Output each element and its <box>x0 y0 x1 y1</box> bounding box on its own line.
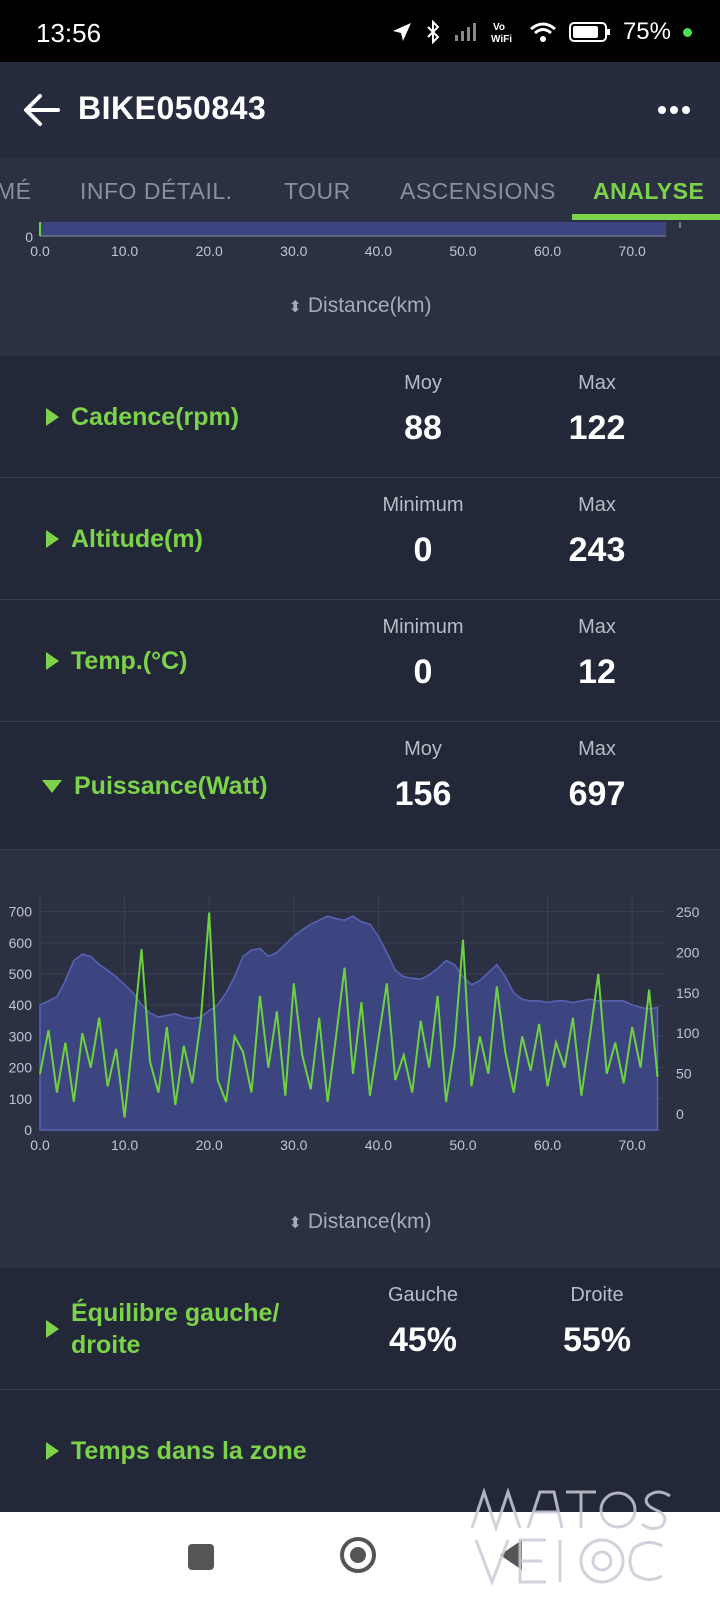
stat-altitude-min: Minimum 0 <box>382 494 464 569</box>
top-chart-x-tick-label: 60.0 <box>534 243 561 259</box>
status-time: 13:56 <box>36 18 102 48</box>
y-left-tick-label: 500 <box>9 966 33 982</box>
tab-info-detail[interactable]: INFO DÉTAIL. <box>80 178 233 204</box>
x-tick-label: 60.0 <box>534 1137 561 1153</box>
stats-row-title: Temps dans la zone <box>46 1390 307 1512</box>
stats-row-balance[interactable]: Équilibre gauche/ droite Gauche 45% Droit… <box>0 1268 720 1390</box>
bluetooth-icon <box>427 20 440 44</box>
stat-cadence-avg: Moy 88 <box>404 372 442 447</box>
tab-tour[interactable]: TOUR <box>284 178 351 204</box>
expand-arrow-icon <box>46 408 59 426</box>
back-arrow-icon[interactable] <box>18 86 66 134</box>
sort-icon: ⬍ <box>288 299 302 316</box>
location-icon <box>392 23 411 41</box>
y-right-tick-label: 100 <box>676 1025 700 1041</box>
top-chart-altitude-band <box>40 222 666 236</box>
battery-percent: 75% <box>622 18 671 45</box>
signal-icon <box>454 23 476 41</box>
more-options-icon[interactable] <box>650 86 698 134</box>
stat-power-max: Max 697 <box>568 738 626 813</box>
home-button[interactable] <box>340 1537 376 1573</box>
sort-icon: ⬍ <box>288 1215 302 1232</box>
altitude-chart-partial: 0 0.0 10.0 20.0 30.0 40.0 50.0 60.0 70.0 ⬍ Distan… <box>0 222 720 356</box>
status-icons: Vo WiFi 75% <box>391 18 692 46</box>
stats-row-title: Puissance(Watt) <box>42 722 268 850</box>
collapse-arrow-icon <box>42 779 62 793</box>
x-tick-label: 50.0 <box>449 1137 476 1153</box>
battery-icon <box>568 22 610 42</box>
stats-row-time-in-zone[interactable]: Temps dans la zone <box>0 1390 720 1512</box>
tab-analyse[interactable]: ANALYSE <box>593 178 705 204</box>
tab-ascensions[interactable]: ASCENSIONS <box>400 178 556 204</box>
top-chart-x-tick-label: 20.0 <box>196 243 223 259</box>
top-chart-x-axis-title[interactable]: ⬍ Distance(km) <box>288 294 432 317</box>
top-chart-y-tick-label: 0 <box>25 229 33 245</box>
stats-row-title: Cadence(rpm) <box>46 356 239 478</box>
y-right-tick-label: 50 <box>676 1066 692 1082</box>
stat-balance-left: Gauche 45% <box>387 1284 459 1359</box>
top-chart-x-tick-label: 10.0 <box>111 243 138 259</box>
tab-resume[interactable]: MÉ <box>0 178 32 204</box>
active-tab-indicator <box>572 214 720 220</box>
stat-cadence-max: Max 122 <box>568 372 626 447</box>
power-chart-svg: 0 100 200 300 400 500 600 700 0 50 100 150 200 250 0.0… <box>9 896 700 1153</box>
top-chart-x-tick-label: 70.0 <box>619 243 646 259</box>
stat-temperature-min: Minimum 0 <box>382 616 464 691</box>
x-tick-label: 20.0 <box>196 1137 223 1153</box>
y-left-tick-label: 0 <box>24 1122 32 1138</box>
app-bar: BIKE050843 <box>0 62 720 158</box>
svg-text:Vo: Vo <box>493 22 505 33</box>
stat-temperature-max: Max 12 <box>578 616 616 691</box>
stats-row-altitude[interactable]: Altitude(m) Minimum 0 Max 243 <box>0 478 720 600</box>
svg-text:WiFi: WiFi <box>491 34 512 44</box>
watermark-logo <box>470 1487 671 1587</box>
stat-altitude-max: Max 243 <box>568 494 626 569</box>
y-left-tick-label: 600 <box>9 935 33 951</box>
y-right-tick-label: 0 <box>676 1106 684 1122</box>
y-left-tick-label: 300 <box>9 1028 33 1044</box>
y-left-tick-label: 400 <box>9 997 33 1013</box>
y-left-tick-label: 100 <box>9 1091 33 1107</box>
expand-arrow-icon <box>46 1320 59 1338</box>
wifi-icon <box>529 22 556 42</box>
top-chart-x-tick-label: 40.0 <box>365 243 392 259</box>
stat-power-avg: Moy 156 <box>394 738 452 813</box>
y-right-tick-label: 200 <box>676 944 700 960</box>
top-chart-x-tick-label: 0.0 <box>30 243 50 259</box>
stats-row-title: Temp.(°C) <box>46 600 187 722</box>
top-chart-svg: 00.0 10.0 20.0 30.0 40.0 50.0 60.0 70.0 <box>25 222 681 259</box>
x-tick-label: 0.0 <box>30 1137 50 1153</box>
expand-arrow-icon <box>46 1442 59 1460</box>
stats-row-cadence[interactable]: Cadence(rpm) Moy 88 Max 122 <box>0 356 720 478</box>
stats-row-title: Altitude(m) <box>46 478 203 600</box>
x-tick-label: 40.0 <box>365 1137 392 1153</box>
x-tick-label: 70.0 <box>619 1137 646 1153</box>
x-tick-label: 10.0 <box>111 1137 138 1153</box>
y-left-tick-label: 200 <box>9 1060 33 1076</box>
y-right-tick-label: 150 <box>676 985 700 1001</box>
status-bar: 13:56 Vo WiFi 75% <box>0 0 720 62</box>
system-nav-bar <box>0 1512 720 1600</box>
stats-row-title: Équilibre gauche/ droite <box>46 1268 301 1390</box>
tab-bar: MÉ INFO DÉTAIL. TOUR ASCENSIONS ANALYSE <box>0 158 720 222</box>
stats-row-temperature[interactable]: Temp.(°C) Minimum 0 Max 12 <box>0 600 720 722</box>
y-left-tick-label: 700 <box>9 904 33 920</box>
stat-balance-right: Droite 55% <box>562 1284 632 1359</box>
expand-arrow-icon <box>46 652 59 670</box>
charging-dot <box>683 27 692 37</box>
power-line <box>39 912 659 1118</box>
page-title: BIKE050843 <box>78 90 267 126</box>
stats-row-power[interactable]: Puissance(Watt) Moy 156 Max 697 <box>0 722 720 850</box>
recent-apps-button[interactable] <box>188 1544 214 1570</box>
power-chart-x-axis-title[interactable]: ⬍ Distance(km) <box>288 1210 432 1233</box>
x-tick-label: 30.0 <box>280 1137 307 1153</box>
power-chart: 0 100 200 300 400 500 600 700 0 50 100 150 200 250 0.0… <box>0 850 720 1268</box>
top-chart-x-tick-label: 50.0 <box>449 243 476 259</box>
y-right-tick-label: 250 <box>676 904 700 920</box>
expand-arrow-icon <box>46 530 59 548</box>
top-chart-x-tick-label: 30.0 <box>280 243 307 259</box>
